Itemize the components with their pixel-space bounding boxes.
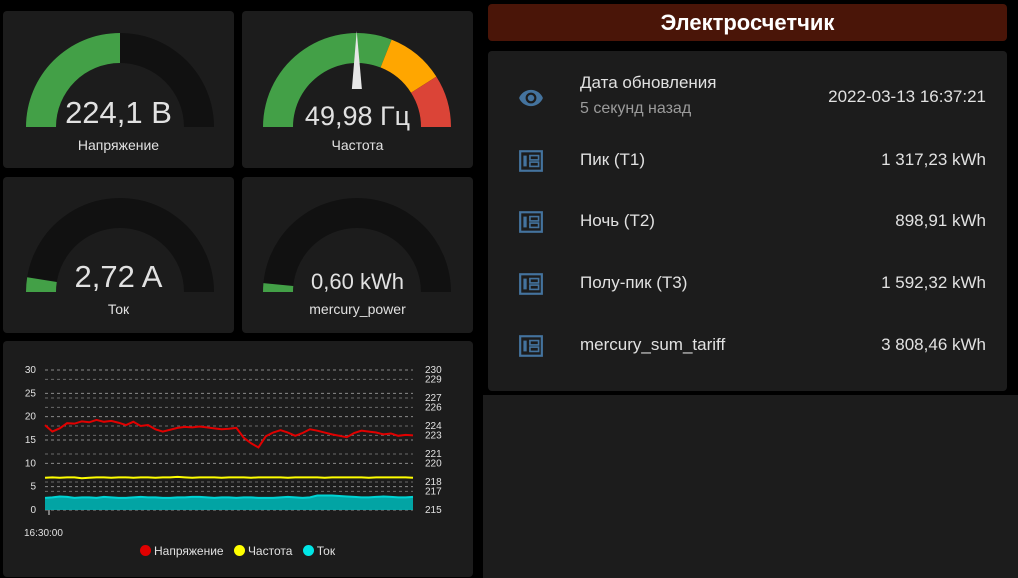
entity-name: Полу-пик (T3) [580, 273, 688, 292]
gauge-card-current[interactable]: 2,72 A Ток [3, 177, 234, 333]
gauge-value: 224,1 В [65, 95, 172, 130]
legend-dot-icon [302, 545, 314, 556]
gauge-label: Напряжение [77, 137, 160, 153]
y-left-tick-label: 10 [25, 458, 37, 469]
chart-legend: Напряжение Частота Ток [140, 544, 335, 558]
entity-secondary: 5 секунд назад [580, 100, 692, 117]
gauge-card-power[interactable]: 0,60 kWh mercury_power [242, 177, 473, 333]
y-left-tick-label: 5 [30, 482, 36, 493]
y-right-tick-label: 226 [425, 402, 442, 413]
entity-row-updated[interactable]: Дата обновления 5 секунд назад 2022-03-1… [488, 73, 1007, 123]
y-right-tick-label: 229 [425, 374, 442, 385]
gauge-track [263, 198, 451, 292]
history-chart-card[interactable]: 30 25 20 15 10 5 0 230 229 227 226 224 223 221 220 218 2… [3, 341, 473, 577]
entity-value: 1 592,32 kWh [881, 273, 986, 292]
entity-value: 2022-03-13 16:37:21 [828, 87, 986, 106]
y-right-tick-label: 220 [425, 458, 442, 469]
y-right-tick-label: 227 [425, 393, 442, 404]
meter-icon [519, 273, 543, 295]
meter-icon [519, 150, 543, 172]
gauge-card-frequency[interactable]: 49,98 Гц Частота [242, 11, 473, 168]
entity-value: 3 808,46 kWh [881, 335, 986, 354]
eye-icon [519, 89, 543, 107]
y-right-tick-label: 217 [425, 486, 442, 497]
entity-name: Дата обновления [580, 73, 717, 92]
gauge-needle [351, 31, 362, 90]
frequency-gauge-arc [263, 31, 451, 127]
gauge-fill [26, 33, 120, 127]
entity-name: Пик (T1) [580, 150, 646, 169]
entity-value: 898,91 kWh [895, 211, 986, 230]
gauge-value: 2,72 A [74, 259, 163, 294]
gauge-segment-red [411, 76, 451, 127]
meter-icon [519, 335, 543, 357]
meter-icon [519, 211, 543, 233]
gauge-fill [263, 283, 294, 292]
legend-item-current[interactable]: Ток [302, 544, 335, 558]
gauge-card-voltage[interactable]: 224,1 В Напряжение [3, 11, 234, 168]
power-gauge-arc [263, 198, 451, 292]
legend-item-voltage[interactable]: Напряжение [140, 544, 224, 558]
gauge-track [26, 198, 214, 292]
gauge-fill [26, 277, 57, 292]
current-gauge-arc [26, 198, 214, 292]
entity-row-sum[interactable]: mercury_sum_tariff 3 808,46 kWh [488, 325, 1007, 365]
y-right-tick-label: 215 [425, 505, 442, 516]
series-line-voltage [44, 418, 414, 449]
x-tick-label: 16:30:00 [24, 528, 63, 539]
y-left-tick-label: 30 [25, 365, 37, 376]
gauge-segment-yellow [380, 39, 437, 93]
history-chart[interactable]: 3025201510502302292272262242232212202182… [3, 341, 473, 577]
y-right-tick-label: 230 [425, 365, 442, 376]
y-left-tick-label: 0 [30, 505, 36, 516]
entity-name: mercury_sum_tariff [580, 335, 726, 354]
y-right-tick-label: 224 [425, 421, 442, 432]
entity-row-t2[interactable]: Ночь (T2) 898,91 kWh [488, 201, 1007, 241]
gauge-value: 0,60 kWh [311, 269, 404, 294]
entity-value: 1 317,23 kWh [881, 150, 986, 169]
gauge-label: mercury_power [309, 301, 406, 317]
entity-row-t3[interactable]: Полу-пик (T3) 1 592,32 kWh [488, 263, 1007, 303]
series-line-frequency [44, 475, 414, 480]
entity-name: Ночь (T2) [580, 211, 655, 230]
empty-card [483, 395, 1018, 578]
series-area-current [45, 495, 413, 510]
entity-row-t1[interactable]: Пик (T1) 1 317,23 kWh [488, 140, 1007, 180]
y-right-tick-label: 221 [425, 449, 442, 460]
legend-dot-icon [140, 545, 151, 556]
gauge-label: Ток [107, 301, 130, 317]
meter-header: Электросчетчик [488, 4, 1007, 41]
y-left-tick-label: 25 [25, 388, 37, 399]
gauge-value: 49,98 Гц [304, 101, 411, 131]
meter-entities-card: Дата обновления 5 секунд назад 2022-03-1… [488, 51, 1007, 391]
series-line-current [44, 494, 414, 499]
y-left-tick-label: 20 [25, 412, 37, 423]
y-left-tick-label: 15 [25, 435, 37, 446]
y-right-tick-label: 223 [425, 430, 442, 441]
legend-dot-icon [233, 545, 245, 556]
gauge-segment-green [263, 32, 392, 127]
voltage-gauge-arc [26, 33, 214, 127]
y-right-tick-label: 218 [425, 477, 442, 488]
legend-item-frequency[interactable]: Частота [233, 544, 292, 558]
gauge-label: Частота [331, 137, 384, 153]
